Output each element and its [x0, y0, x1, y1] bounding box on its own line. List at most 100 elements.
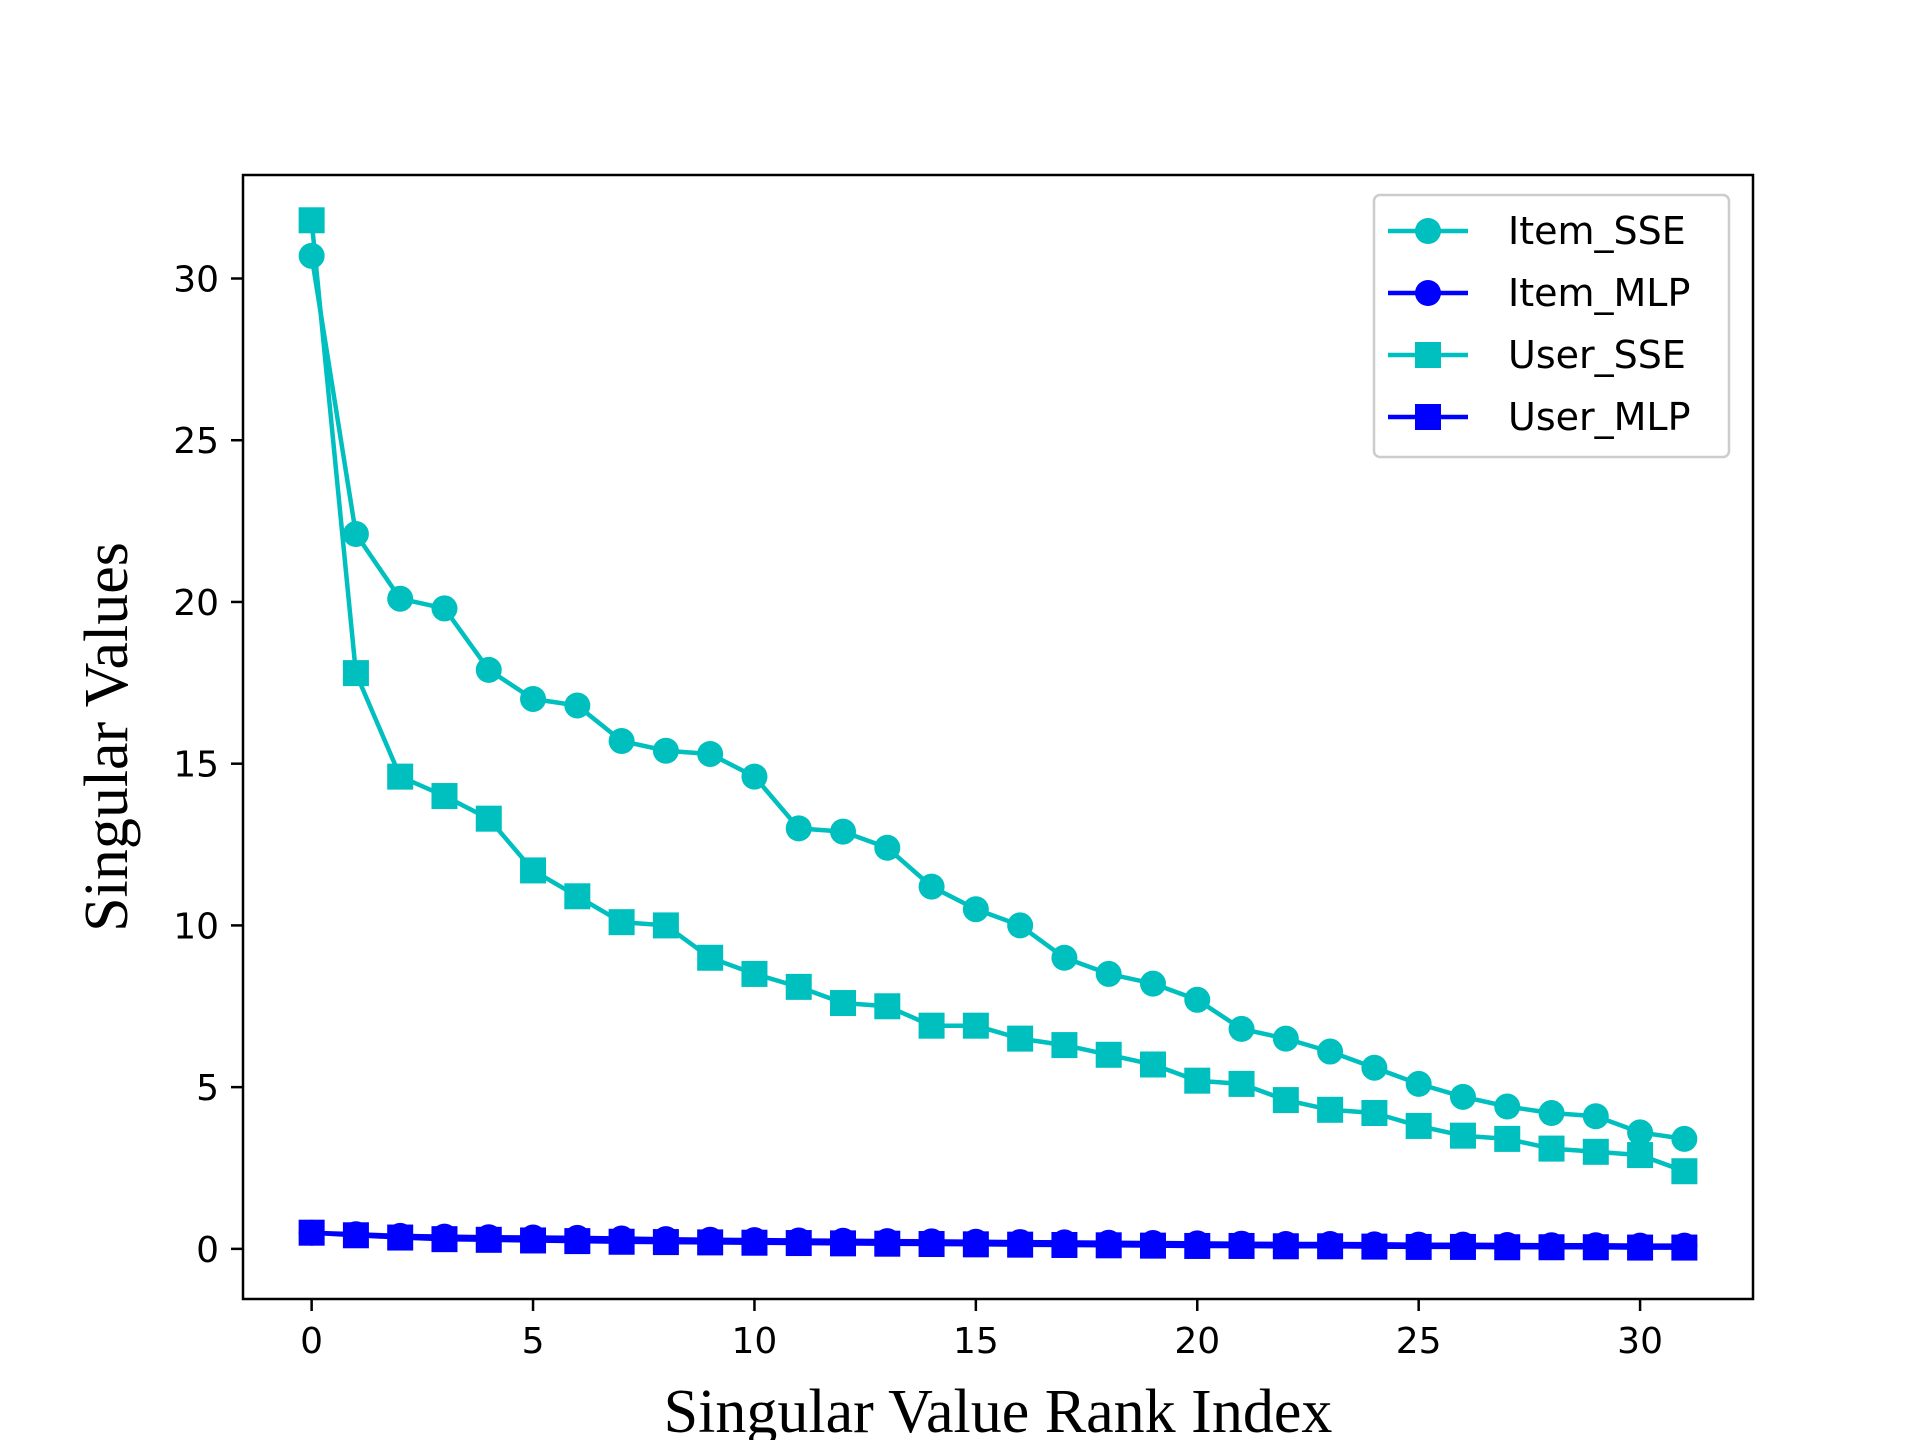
data-point-user-sse — [1317, 1096, 1344, 1123]
data-point-item-sse — [1627, 1119, 1654, 1146]
data-point-user-mlp — [1139, 1232, 1166, 1259]
data-point-item-sse — [1405, 1070, 1432, 1097]
data-point-user-sse — [1405, 1112, 1432, 1139]
data-point-item-sse — [1007, 912, 1034, 939]
data-point-user-mlp — [387, 1224, 414, 1251]
data-point-user-sse — [1272, 1087, 1299, 1114]
x-axis-title: Singular Value Rank Index — [664, 1378, 1333, 1440]
legend-label-item-mlp: Item_MLP — [1508, 271, 1690, 315]
legend-item-item-mlp: Item_MLP — [1388, 271, 1690, 315]
data-point-item-sse — [1184, 986, 1211, 1013]
data-point-item-sse — [1272, 1025, 1299, 1052]
data-point-user-sse — [1184, 1067, 1211, 1094]
data-point-item-sse — [652, 737, 679, 764]
data-point-user-sse — [1095, 1041, 1122, 1068]
data-point-user-mlp — [342, 1222, 369, 1249]
data-point-item-sse — [431, 595, 458, 622]
x-axis: 0 5 10 15 20 25 30 — [300, 1299, 1663, 1362]
y-tick-label: 10 — [173, 906, 219, 947]
y-axis-title: Singular Values — [73, 542, 141, 932]
data-point-item-sse — [1361, 1054, 1388, 1081]
data-point-user-sse — [564, 883, 591, 910]
data-point-user-sse — [1494, 1125, 1521, 1152]
data-point-user-sse — [962, 1012, 989, 1039]
data-point-user-sse — [918, 1012, 945, 1039]
data-point-item-sse — [1095, 960, 1122, 987]
data-point-item-sse — [741, 763, 768, 790]
y-tick-label: 30 — [173, 260, 219, 301]
data-point-item-sse — [298, 242, 325, 269]
data-point-user-mlp — [874, 1230, 901, 1257]
x-tick-label: 30 — [1617, 1321, 1663, 1362]
data-point-item-sse — [475, 656, 502, 683]
data-point-user-mlp — [1494, 1234, 1521, 1261]
data-point-user-sse — [387, 763, 414, 790]
data-point-user-mlp — [1449, 1233, 1476, 1260]
data-point-item-sse — [1139, 970, 1166, 997]
data-point-user-sse — [1627, 1142, 1654, 1169]
data-point-user-mlp — [1671, 1234, 1698, 1261]
data-point-item-sse — [697, 740, 724, 767]
x-tick-label: 10 — [732, 1321, 778, 1362]
legend-label-user-mlp: User_MLP — [1508, 395, 1691, 439]
data-point-user-sse — [652, 912, 679, 939]
data-point-user-sse — [431, 783, 458, 810]
data-point-item-sse — [962, 896, 989, 923]
data-point-item-sse — [785, 815, 812, 842]
data-point-user-mlp — [1538, 1234, 1565, 1261]
data-point-user-sse — [1051, 1032, 1078, 1059]
legend-marker-user-sse — [1415, 342, 1441, 368]
data-point-user-mlp — [697, 1229, 724, 1256]
y-axis: 0 5 10 15 20 25 30 — [173, 260, 243, 1271]
data-point-user-sse — [342, 660, 369, 687]
y-tick-label: 5 — [196, 1068, 219, 1109]
legend-item-user-mlp: User_MLP — [1388, 395, 1691, 439]
data-point-user-sse — [520, 857, 547, 884]
legend: Item_SSE Item_MLP User_SSE User_MLP — [1372, 193, 1731, 459]
data-point-user-mlp — [298, 1219, 325, 1246]
x-tick-label: 20 — [1174, 1321, 1220, 1362]
data-point-user-mlp — [1184, 1232, 1211, 1259]
data-point-user-sse — [1582, 1138, 1609, 1165]
data-point-user-sse — [608, 909, 635, 936]
y-tick-label: 15 — [173, 745, 219, 786]
legend-marker-user-mlp — [1415, 404, 1441, 430]
data-point-item-sse — [1494, 1093, 1521, 1120]
legend-marker-item-mlp — [1415, 280, 1441, 306]
data-point-user-mlp — [962, 1231, 989, 1258]
y-tick-label: 20 — [173, 583, 219, 624]
data-point-user-mlp — [785, 1230, 812, 1257]
data-point-user-mlp — [1627, 1234, 1654, 1261]
data-point-item-sse — [1671, 1125, 1698, 1152]
data-point-user-mlp — [1007, 1231, 1034, 1258]
x-tick-label: 15 — [953, 1321, 999, 1362]
data-point-user-sse — [1007, 1025, 1034, 1052]
data-point-user-mlp — [918, 1231, 945, 1258]
data-point-user-mlp — [1272, 1233, 1299, 1260]
data-point-user-sse — [874, 993, 901, 1020]
data-point-user-mlp — [1317, 1233, 1344, 1260]
y-tick-label: 0 — [196, 1230, 219, 1271]
series-item-sse — [298, 242, 1698, 1152]
data-point-user-sse — [1228, 1070, 1255, 1097]
legend-label-user-sse: User_SSE — [1508, 333, 1686, 377]
legend-frame — [1372, 193, 1731, 459]
data-point-user-mlp — [1228, 1232, 1255, 1259]
data-point-user-sse — [298, 207, 325, 234]
data-point-user-mlp — [1051, 1231, 1078, 1258]
legend-item-item-sse: Item_SSE — [1388, 209, 1686, 253]
plot-area-frame — [241, 173, 1755, 1301]
data-point-user-sse — [475, 805, 502, 832]
data-point-user-sse — [1671, 1158, 1698, 1185]
data-point-user-mlp — [652, 1229, 679, 1256]
data-point-user-mlp — [830, 1230, 857, 1257]
x-tick-label: 5 — [522, 1321, 545, 1362]
x-tick-label: 0 — [300, 1321, 323, 1362]
data-point-user-mlp — [564, 1228, 591, 1255]
data-point-item-sse — [342, 521, 369, 548]
data-point-item-sse — [1582, 1103, 1609, 1130]
data-point-user-mlp — [431, 1226, 458, 1253]
data-point-item-sse — [1317, 1038, 1344, 1065]
data-point-item-sse — [1538, 1100, 1565, 1127]
data-point-user-mlp — [608, 1228, 635, 1255]
